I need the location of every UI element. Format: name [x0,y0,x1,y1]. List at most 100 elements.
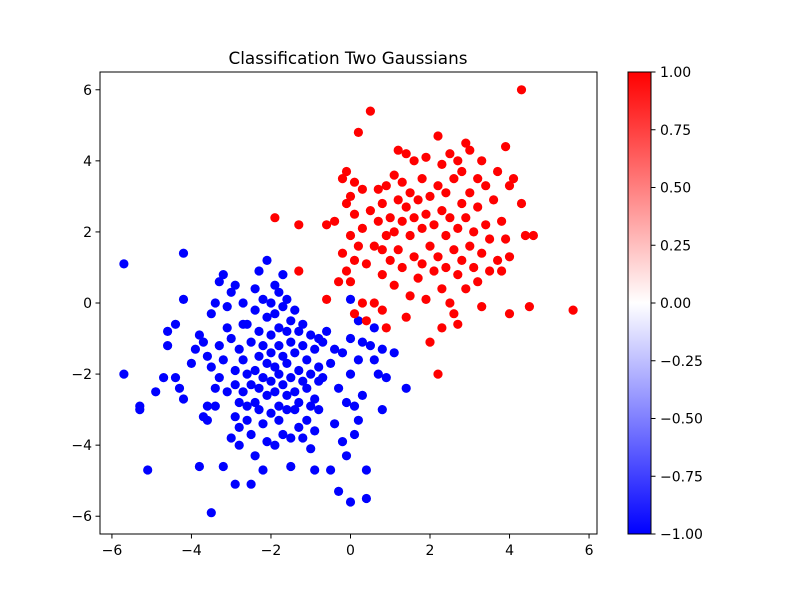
scatter-point [262,390,272,400]
scatter-point [186,358,196,368]
scatter-point [361,465,371,475]
scatter-point [341,397,352,408]
scatter-point [485,266,495,276]
scatter-point [493,255,503,265]
scatter-point [226,433,236,443]
scatter-point [385,255,395,265]
scatter-point [377,198,387,209]
scatter-point [453,270,463,280]
scatter-point [357,298,367,308]
scatter-point [433,252,443,262]
scatter-point [282,390,292,400]
scatter-point [377,405,387,415]
y-tick-label: −2 [71,367,92,383]
scatter-point [294,397,304,408]
scatter-point [417,223,427,233]
scatter-point [369,355,379,365]
scatter-point [222,323,232,333]
scatter-point [218,270,228,280]
scatter-point [254,405,264,415]
scatter-point [453,223,463,233]
scatter-point [381,373,391,383]
colorbar-tick-label: −1.00 [660,527,703,543]
scatter-point [230,412,240,422]
scatter-point [465,188,475,198]
scatter-point [302,383,312,393]
scatter-point [413,195,423,205]
scatter-point [393,195,403,205]
scatter-point [326,358,336,368]
colorbar-tick-label: −0.50 [660,412,703,428]
scatter-point [266,330,276,340]
scatter-point [250,284,260,294]
scatter-point [381,181,391,191]
data-points [119,85,578,518]
scatter-point [119,369,129,379]
scatter-point [310,394,320,404]
scatter-point [266,298,276,308]
scatter-point [170,319,181,329]
scatter-point [357,184,367,194]
scatter-point [270,387,280,397]
scatter-point [377,245,387,255]
scatter-point [437,284,447,294]
scatter-point [242,369,252,379]
scatter-point [334,277,344,287]
scatter-point [473,202,483,212]
scatter-point [282,358,292,368]
scatter-point [485,234,495,244]
scatter-point [214,373,224,383]
scatter-point [302,355,312,365]
y-tick-label: −4 [71,438,92,454]
scatter-point [349,255,360,265]
scatter-point [250,451,260,461]
scatter-point [178,394,189,404]
scatter-point [421,152,431,162]
scatter-point [349,429,360,440]
scatter-point [337,248,348,258]
scatter-point [477,156,487,166]
scatter-point [381,230,391,241]
scatter-point [254,326,264,336]
scatter-point [306,369,316,379]
scatter-point [178,294,189,304]
scatter-point [477,248,487,258]
scatter-point [373,184,383,194]
scatter-point [437,323,447,333]
colorbar-tick-label: 1.00 [660,65,691,81]
scatter-point [282,326,292,336]
scatter-point [441,262,451,273]
scatter-point [417,259,427,269]
scatter-point [163,341,173,351]
scatter-point [373,216,383,226]
scatter-point [278,380,288,390]
scatter-point [453,156,463,166]
scatter-point [361,493,371,504]
scatter-point [385,213,395,223]
scatter-point [238,355,248,365]
scatter-point [306,330,316,340]
scatter-point [357,337,367,347]
scatter-point [194,330,204,340]
scatter-point [298,341,308,351]
scatter-point [493,166,503,177]
scatter-point [306,444,316,454]
scatter-point [357,223,367,233]
scatter-point [290,305,300,315]
scatter-point [421,294,431,304]
scatter-point [433,181,443,191]
scatter-point [397,262,407,273]
scatter-point [178,248,189,258]
scatter-point [230,280,240,290]
scatter-point [473,174,483,184]
scatter-point [373,369,383,379]
scatter-point [230,479,240,489]
scatter-point [477,302,487,312]
scatter-point [437,206,447,216]
scatter-point [353,241,363,251]
scatter-point [218,355,228,365]
scatter-point [119,259,129,269]
scatter-point [242,401,252,411]
scatter-point [326,465,336,475]
scatter-point [445,298,455,308]
